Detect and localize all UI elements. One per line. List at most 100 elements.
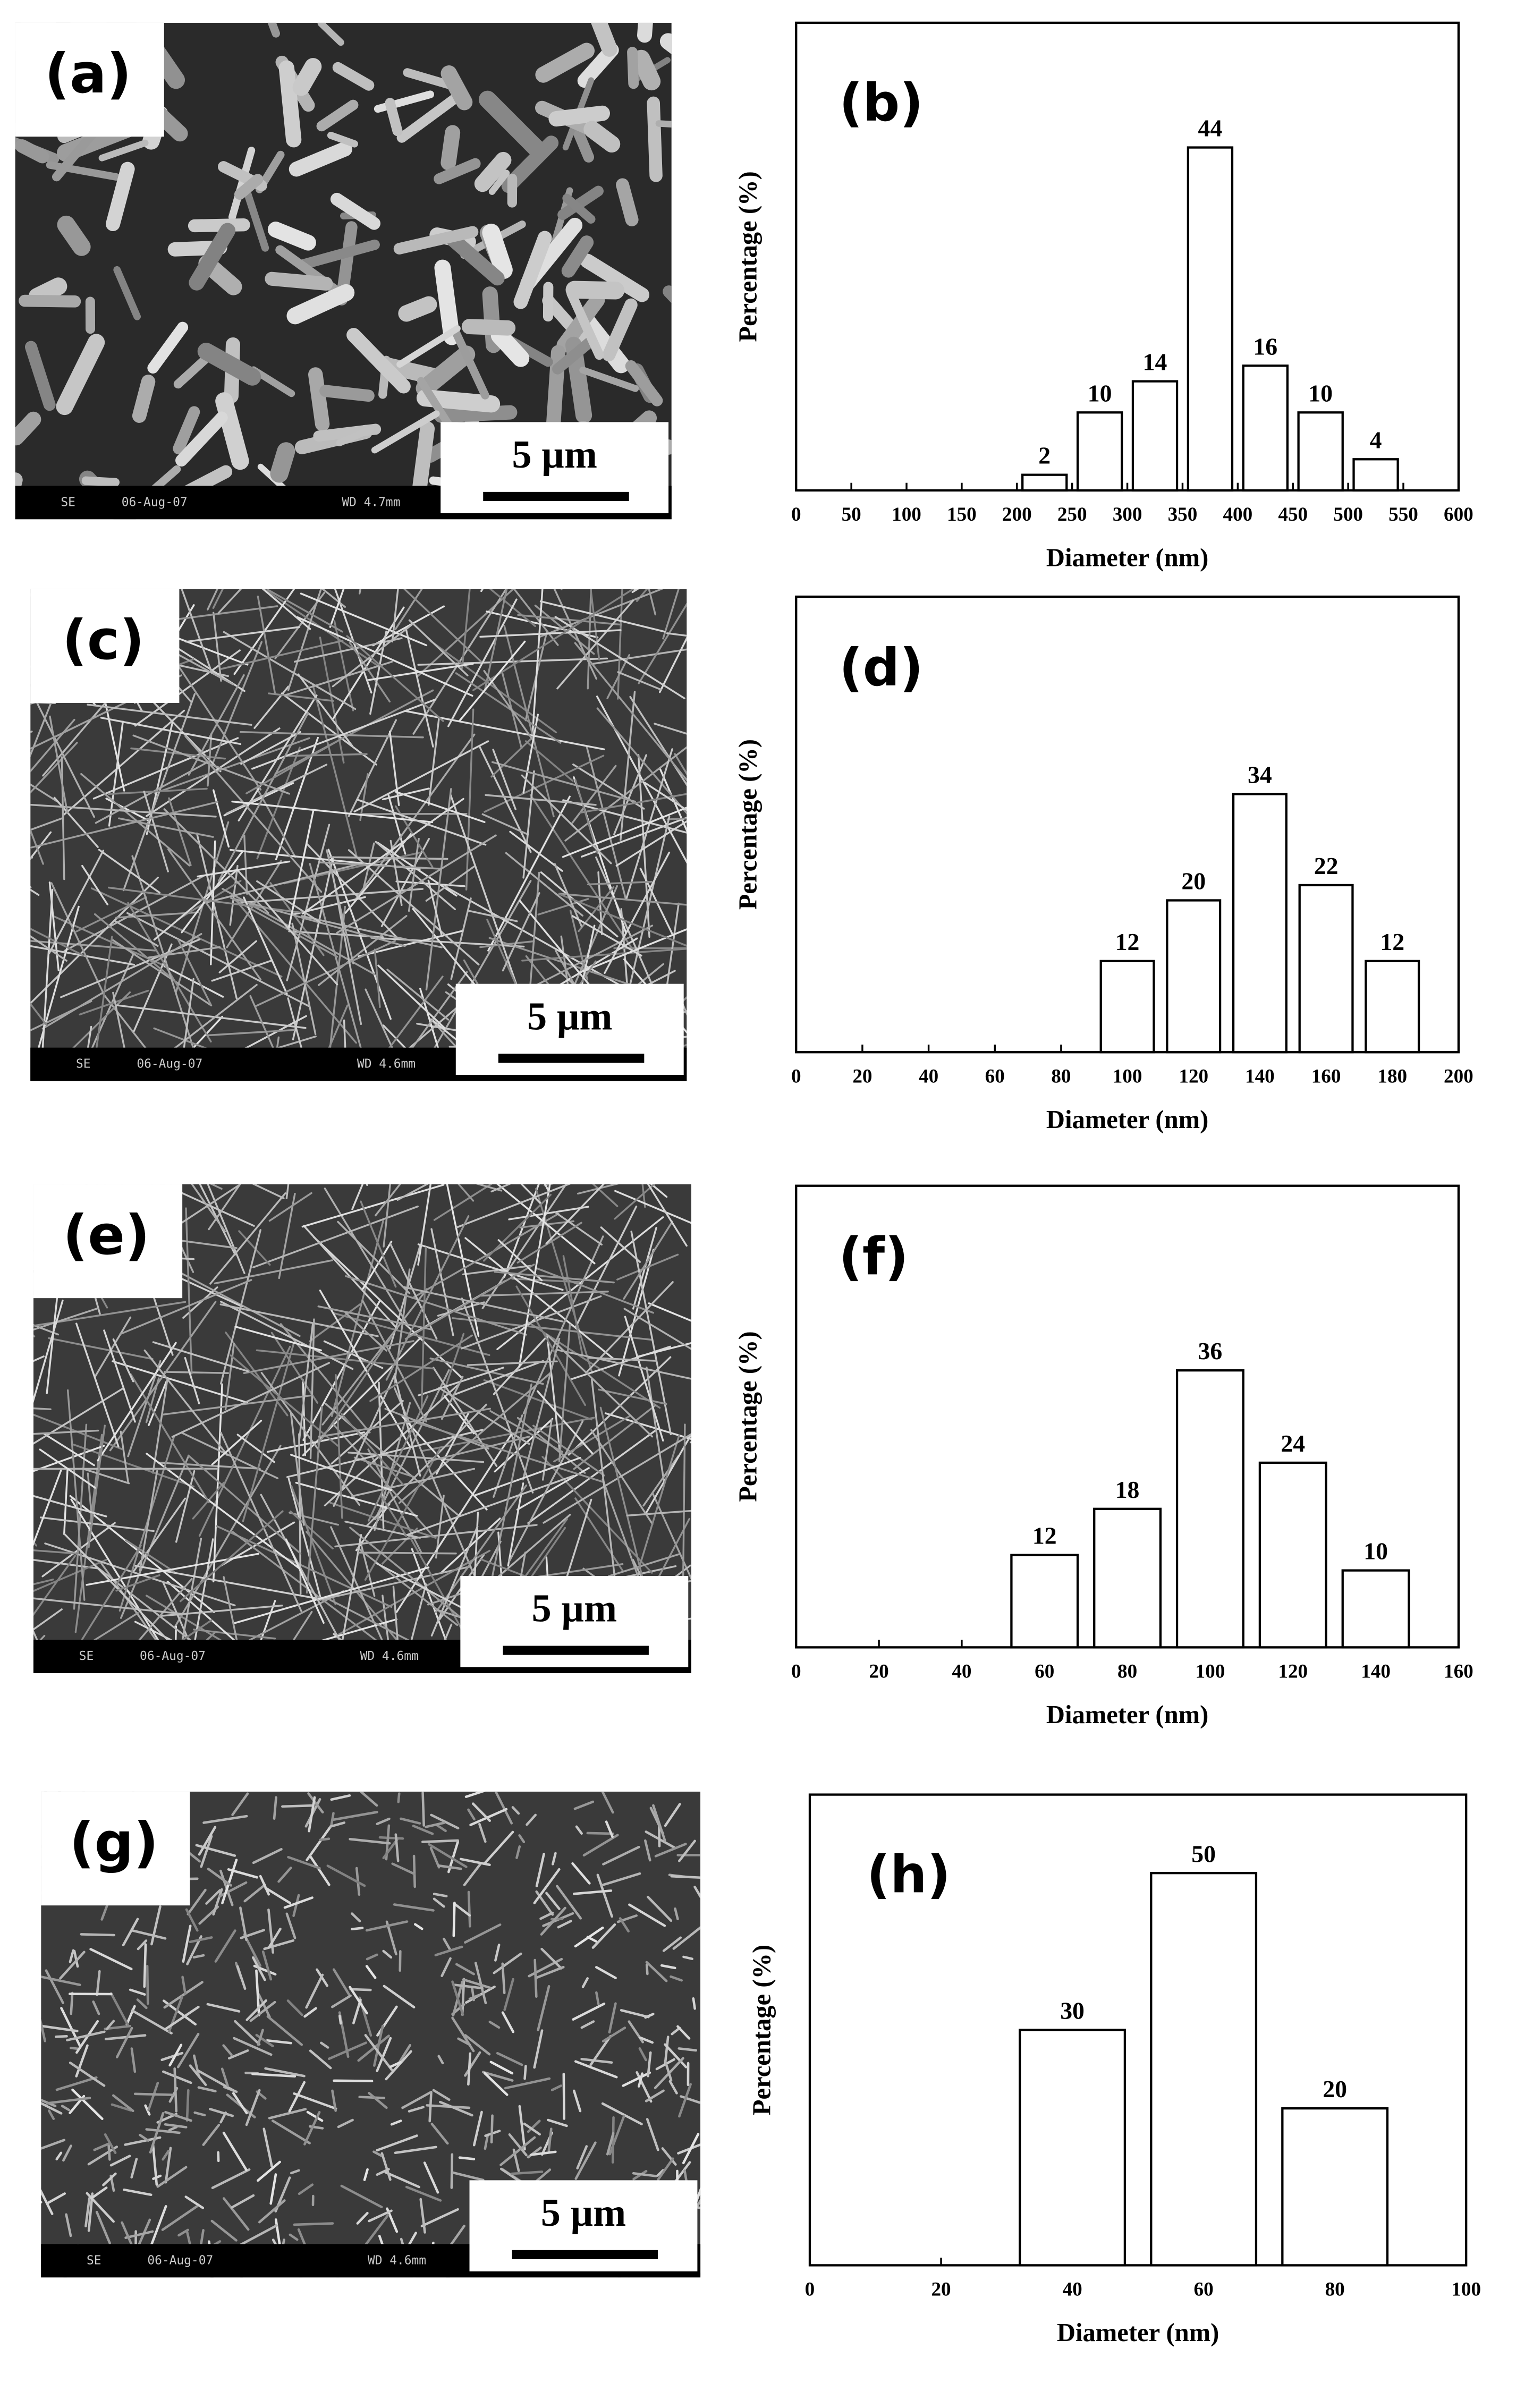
sem-strand — [45, 1969, 64, 2004]
sem-strand — [491, 761, 636, 803]
data-label: 30 — [1060, 1997, 1085, 2024]
sem-strand — [143, 1349, 228, 1456]
sem-strand — [335, 1374, 343, 1519]
sem-strand — [467, 1360, 558, 1366]
sem-strand — [96, 1970, 101, 1997]
sem-strand — [69, 2061, 106, 2087]
sem-strand — [164, 2110, 192, 2122]
sem-strand — [508, 1420, 584, 1563]
sem-strand — [636, 1342, 691, 1358]
sem-strand — [368, 2209, 393, 2223]
x-tick-label: 180 — [1377, 1065, 1407, 1087]
sem-strand — [30, 742, 78, 794]
sem-strand — [181, 978, 194, 1059]
sem-strand — [554, 1211, 603, 1246]
sem-strand — [192, 2054, 200, 2077]
sem-strand — [161, 1394, 314, 1416]
sem-strand — [553, 1414, 632, 1463]
sem-strand — [508, 2133, 528, 2157]
sem-strand — [675, 987, 687, 1016]
sem-strand — [484, 2133, 489, 2150]
sem-strand — [33, 1334, 36, 1338]
sem-strand — [452, 1902, 456, 1937]
sem-strand — [580, 2020, 595, 2029]
sem-strand — [346, 328, 411, 394]
sem-strand — [421, 1839, 460, 1843]
sem-strand — [605, 1820, 614, 1838]
sem-strand — [382, 1949, 393, 1959]
sem-strand — [41, 2101, 63, 2115]
sem-strand — [197, 2069, 236, 2093]
sem-strand — [461, 589, 471, 669]
sem-strand — [481, 2071, 514, 2082]
sem-strand — [404, 1474, 575, 1537]
sem-strand — [30, 801, 219, 849]
sem-strand — [532, 1425, 605, 1477]
sem-strand — [126, 912, 310, 1007]
sem-strand — [119, 1279, 252, 1335]
sem-strand — [338, 2014, 342, 2025]
sem-strand — [615, 820, 687, 867]
sem-strand — [555, 1349, 691, 1380]
sem-strand — [395, 805, 434, 868]
sem-strand — [393, 1387, 476, 1576]
sem-strand — [620, 691, 636, 841]
sem-strand — [33, 1540, 37, 1547]
panel-label: (b) — [839, 73, 923, 133]
sem-strand — [654, 723, 687, 735]
sem-strand — [433, 1897, 445, 1908]
panel-label: (g) — [70, 1811, 159, 1875]
sem-strand — [456, 1184, 571, 1228]
sem-strand — [562, 799, 687, 834]
x-tick-label: 100 — [1113, 1065, 1142, 1087]
bar — [1175, 1369, 1244, 1649]
sem-strand — [491, 1383, 532, 1580]
sem-strand — [297, 239, 380, 270]
sem-strand — [116, 1004, 307, 1029]
sem-strand — [535, 1188, 593, 1374]
x-axis-label: Diameter (nm) — [1046, 1700, 1208, 1729]
sem-strand — [430, 1525, 479, 1637]
x-tick-label: 20 — [931, 2279, 951, 2301]
sem-strand — [261, 589, 311, 630]
sem-strand — [113, 266, 141, 320]
sem-strand — [556, 599, 634, 690]
sem-strand — [206, 1029, 295, 1037]
sem-strand — [490, 1184, 511, 1193]
sem-strand — [385, 98, 403, 137]
sem-strand — [189, 2064, 207, 2087]
sem-strand — [543, 1433, 691, 1524]
sem-strand — [164, 2006, 200, 2031]
sem-strand — [664, 1070, 679, 1081]
sem-strand — [340, 1413, 404, 1486]
sem-strand — [376, 2168, 390, 2176]
sem-strand — [362, 1241, 393, 1290]
sem-strand — [234, 2020, 261, 2046]
sem-strand — [255, 940, 396, 1007]
sem-strand — [558, 1324, 571, 1462]
sem-strand — [396, 1184, 429, 1201]
sem-strand — [586, 1832, 614, 1835]
sem-strand — [256, 880, 321, 924]
sem-strand — [582, 928, 687, 972]
sem-strand — [503, 1184, 540, 1278]
sem-strand — [358, 2096, 386, 2099]
label-box — [30, 589, 180, 703]
x-tick-label: 400 — [1223, 504, 1252, 525]
sem-strand — [212, 589, 224, 609]
sem-strand — [393, 1903, 435, 1912]
sem-strand — [41, 2017, 46, 2042]
sem-strand — [574, 1205, 638, 1329]
sem-strand — [300, 592, 428, 647]
panel-label: (h) — [867, 1845, 951, 1905]
sem-strand — [264, 2067, 306, 2078]
sem-strand — [164, 1371, 229, 1374]
info-text: WD 4.6mm — [368, 2253, 426, 2267]
sem-strand — [290, 1412, 305, 1526]
sem-strand — [147, 321, 189, 374]
sem-strand — [461, 1295, 602, 1350]
sem-strand — [268, 2108, 307, 2119]
sem-strand — [232, 898, 338, 958]
sem-strand — [168, 2044, 183, 2067]
sem-strand — [280, 1323, 371, 1434]
